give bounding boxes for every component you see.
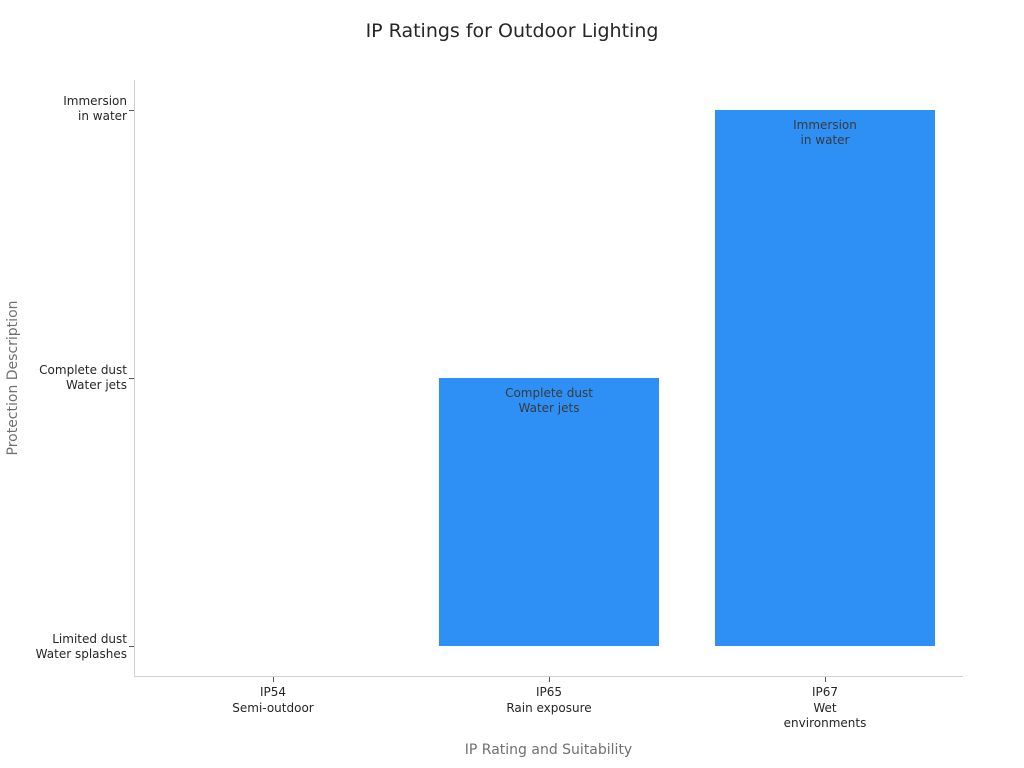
y-axis-title: Protection Description (5, 300, 21, 456)
x-axis-line (134, 676, 963, 677)
bar-label: Complete dust Water jets (505, 386, 593, 415)
x-tick-mark (549, 677, 550, 682)
bar-ip65: Complete dust Water jets (439, 378, 659, 646)
y-tick-label: Immersion in water (63, 94, 127, 123)
x-tick-mark (825, 677, 826, 682)
y-tick-mark (129, 646, 134, 647)
y-tick-mark (129, 378, 134, 379)
bar-ip67: Immersion in water (715, 110, 935, 646)
x-tick-label: IP67 Wet environments (783, 685, 867, 730)
x-axis-title: IP Rating and Suitability (464, 742, 633, 758)
y-tick-mark (129, 110, 134, 111)
y-tick-label: Complete dust Water jets (39, 363, 127, 392)
x-tick-label: IP65 Rain exposure (506, 685, 592, 715)
x-tick-label: IP54 Semi-outdoor (232, 685, 314, 715)
bar-label: Immersion in water (793, 118, 857, 147)
y-axis-line (134, 80, 135, 677)
y-tick-label: Limited dust Water splashes (35, 632, 127, 661)
chart-title: IP Ratings for Outdoor Lighting (365, 20, 659, 42)
x-tick-mark (273, 677, 274, 682)
